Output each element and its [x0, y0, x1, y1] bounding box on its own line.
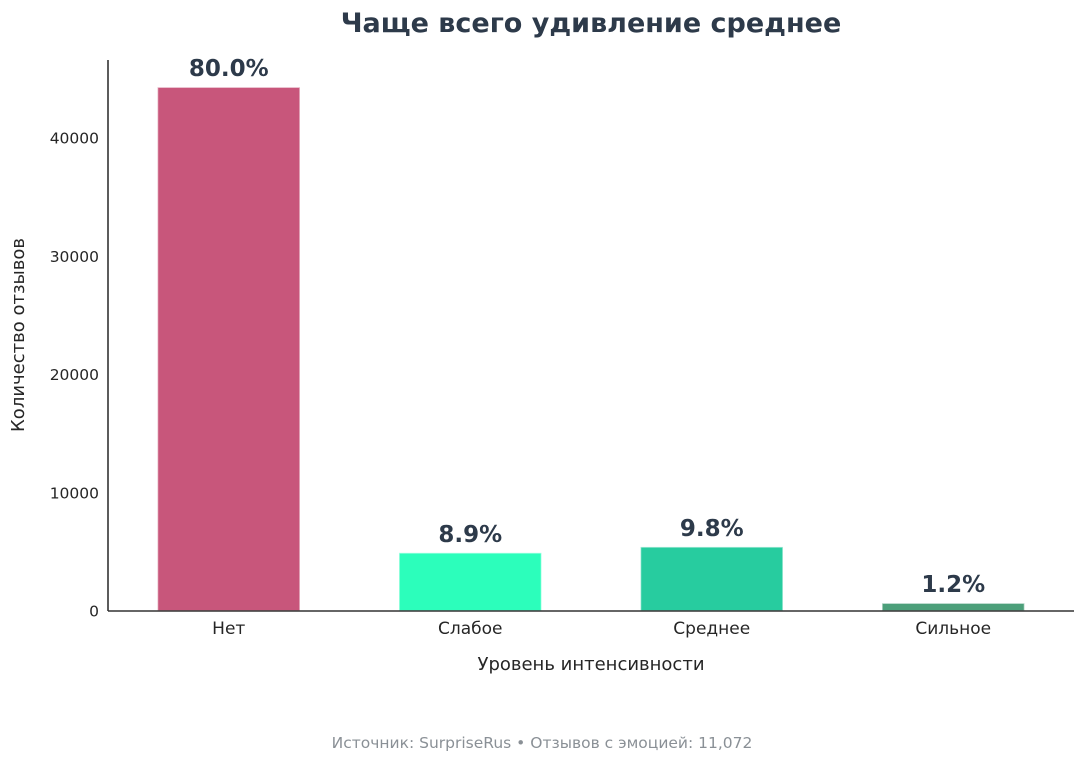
- x-tick-label-0: Нет: [212, 619, 245, 639]
- y-tick-label-4: 40000: [50, 130, 99, 148]
- data-labels-group: 80.0% 8.9% 9.8% 1.2%: [189, 56, 985, 598]
- chart-title: Чаще всего удивление среднее: [341, 8, 842, 39]
- x-tick-label-1: Слабое: [438, 619, 503, 639]
- x-tick-label-2: Среднее: [673, 619, 750, 639]
- bar-value-label-1: 8.9%: [438, 522, 502, 548]
- bar-1: [398, 552, 543, 612]
- y-tick-label-2: 20000: [50, 366, 99, 384]
- y-tick-label-3: 30000: [50, 248, 99, 266]
- y-tick-label-1: 10000: [50, 484, 99, 502]
- source-note: Источник: SurpriseRus • Отзывов с эмоцие…: [332, 734, 753, 752]
- bar-value-label-0: 80.0%: [189, 56, 269, 82]
- bars-group: [156, 86, 1026, 612]
- y-tick-label-0: 0: [89, 603, 99, 621]
- y-axis-label: Количество отзывов: [8, 238, 29, 432]
- x-tick-label-3: Сильное: [915, 619, 991, 639]
- x-axis-label: Уровень интенсивности: [477, 654, 704, 675]
- bar-value-label-3: 1.2%: [921, 572, 985, 598]
- x-ticks-group: Нет Слабое Среднее Сильное: [212, 619, 991, 639]
- bar-0: [156, 86, 301, 612]
- bar-2: [639, 546, 784, 612]
- y-ticks-group: 0 10000 20000 30000 40000: [50, 130, 99, 621]
- bar-3: [881, 602, 1026, 612]
- bar-value-label-2: 9.8%: [680, 516, 744, 542]
